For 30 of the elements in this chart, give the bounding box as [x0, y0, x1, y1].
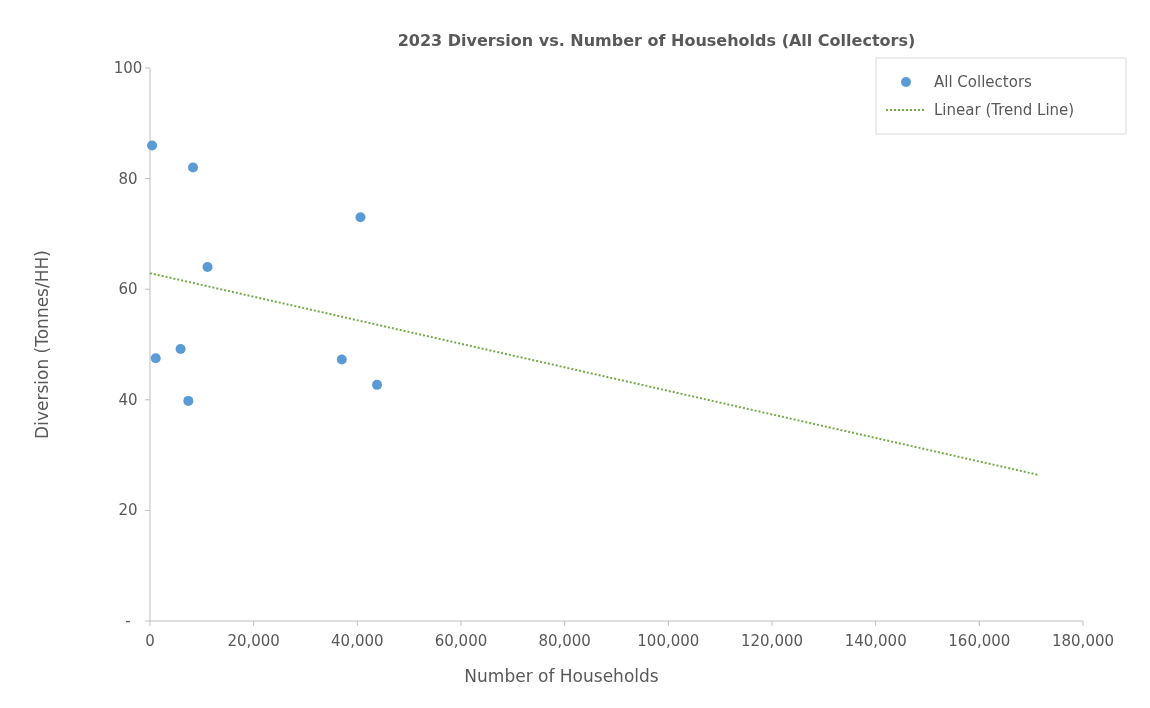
point: [336, 354, 347, 365]
x-tick-label: 120,000: [740, 632, 804, 650]
y-axis-title: Diversion (Tonnes/HH): [32, 250, 52, 439]
point: [202, 262, 213, 273]
y-tick-label: 40: [118, 390, 138, 409]
y-tick-label: 60: [118, 280, 138, 299]
point: [355, 212, 366, 223]
legend-label: All Collectors: [934, 73, 1033, 91]
x-tick-label: 140,000: [844, 632, 907, 650]
x-tick-label: 160,000: [948, 632, 1011, 650]
x-tick-label: 80,000: [538, 632, 591, 650]
x-tick-label: 100,000: [637, 632, 700, 650]
legend-label: Linear (Trend Line): [934, 101, 1075, 119]
point: [188, 162, 199, 173]
x-axis-title: Number of Households: [464, 666, 659, 686]
x-tick-label: 20,000: [227, 632, 280, 650]
point: [150, 353, 161, 364]
y-tick-label: -: [125, 612, 131, 630]
y-tick-label: 80: [118, 169, 138, 188]
chart-title: 2023 Diversion vs. Number of Households (All Collectors): [397, 31, 916, 50]
y-tick-label: 100: [113, 59, 143, 77]
point: [372, 379, 383, 390]
x-tick-label: 0: [145, 632, 155, 650]
point: [183, 395, 194, 406]
y-tick-label: 20: [118, 501, 138, 520]
x-tick-label: 40,000: [331, 632, 384, 650]
point: [175, 343, 186, 354]
point: [147, 140, 158, 151]
x-tick-label: 180,000: [1051, 632, 1115, 650]
x-tick-label: 60,000: [434, 632, 488, 650]
